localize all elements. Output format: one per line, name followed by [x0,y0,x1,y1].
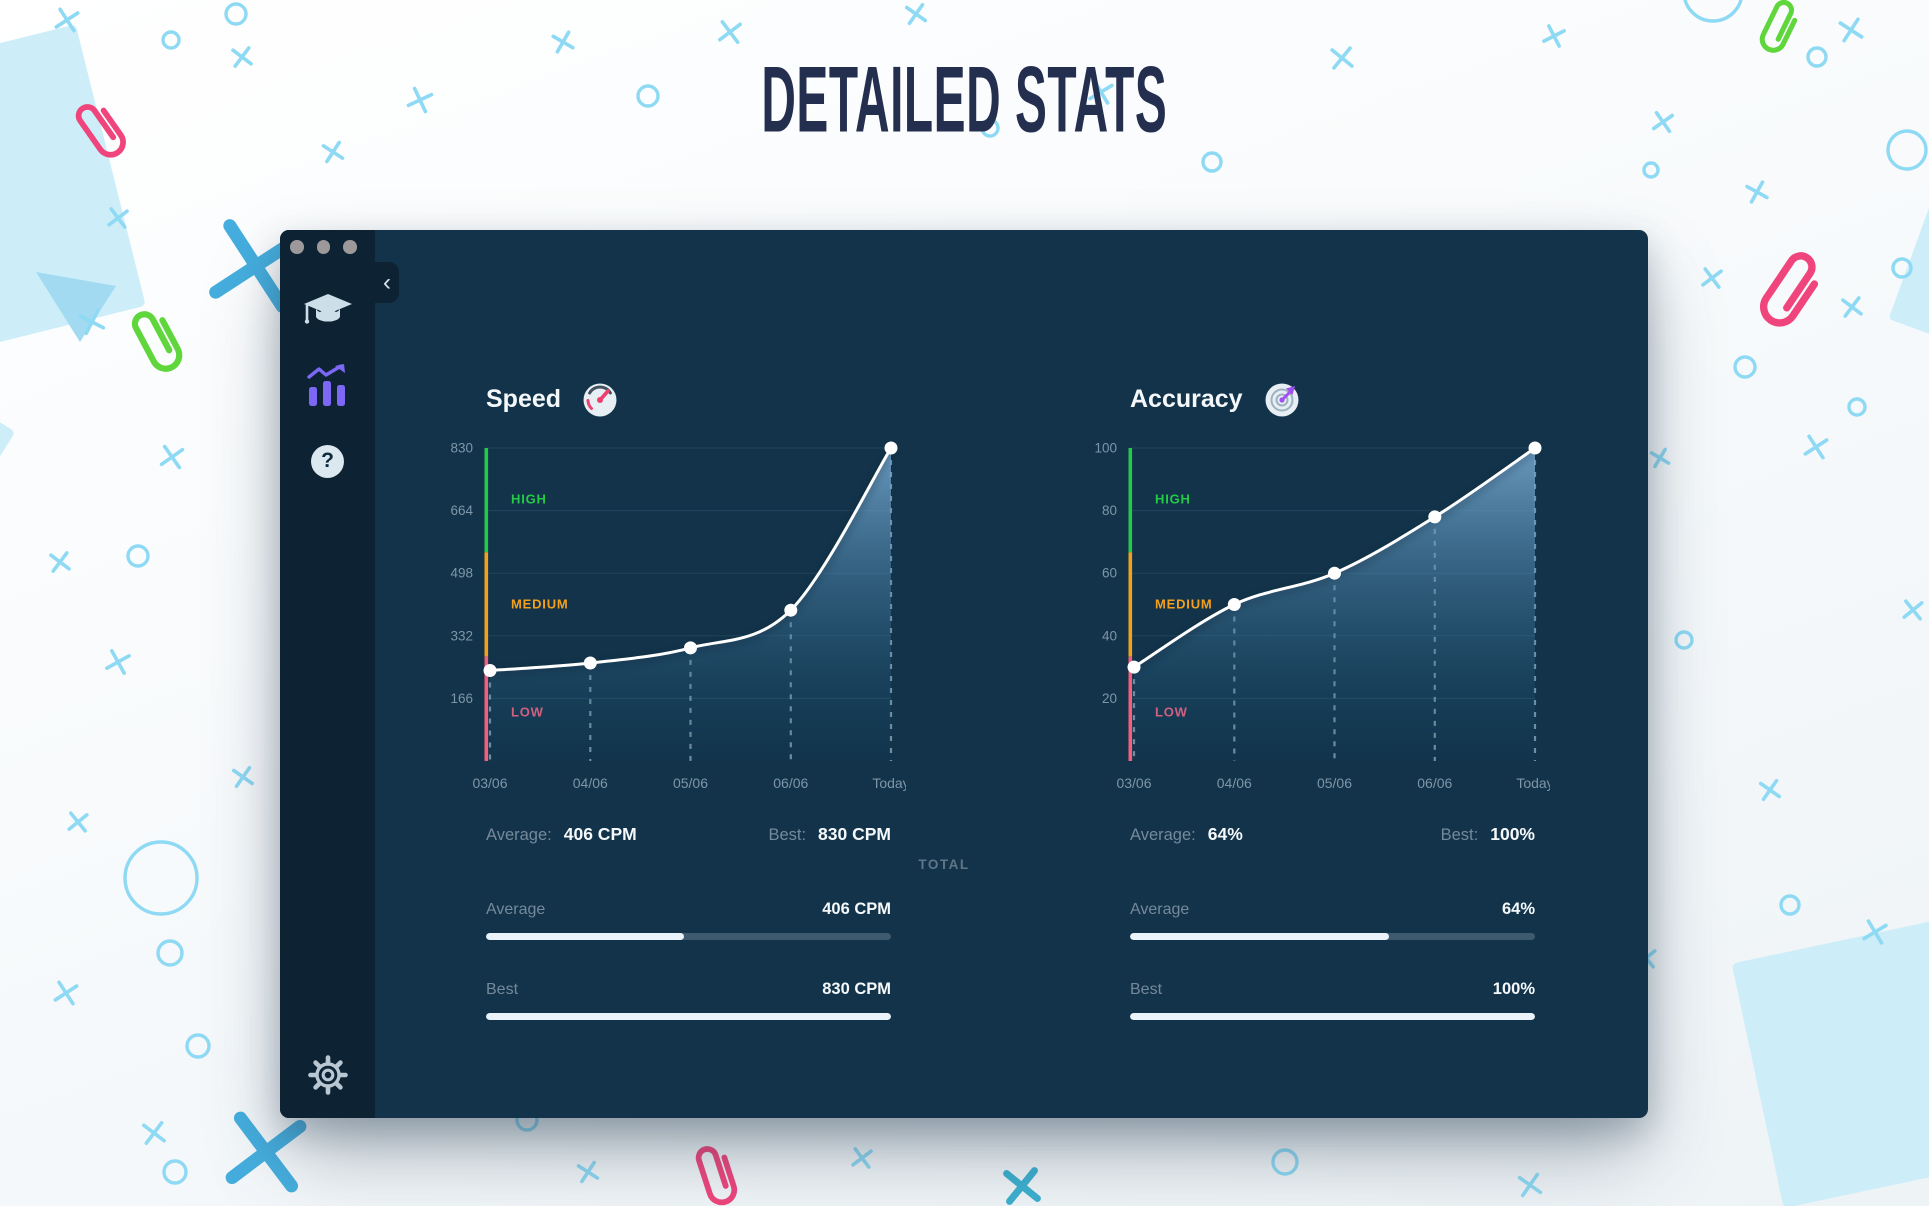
svg-text:830: 830 [450,441,473,456]
svg-text:80: 80 [1102,503,1117,518]
svg-text:40: 40 [1102,628,1117,643]
svg-text:166: 166 [450,691,473,706]
best-bar-label: Best [1130,981,1163,998]
svg-text:HIGH: HIGH [511,492,547,507]
sidebar: ? [280,230,375,1118]
average-bar-value: 64% [1501,900,1535,918]
average-progress-bar [486,933,891,940]
svg-text:Today: Today [872,775,906,791]
page-title: DETAILED STATS [761,47,1168,153]
gear-icon [307,1055,348,1095]
sticky-note-fold [36,272,116,342]
paperclip-icon [695,1146,738,1206]
sidebar-item-stats[interactable] [280,364,375,408]
speedometer-icon [583,383,617,417]
speed-total-bars: Average 406 CPM Best 830 CPM [486,900,891,1020]
sidebar-item-lessons[interactable] [280,290,375,332]
graduation-cap-icon [303,294,352,324]
traffic-light-minimize[interactable] [316,240,330,254]
average-progress-bar [1130,933,1535,940]
speed-title: Speed [486,384,562,413]
best-value: 100% [1490,824,1535,844]
sidebar-item-settings[interactable] [280,1053,375,1097]
svg-text:MEDIUM: MEDIUM [511,597,569,612]
svg-text:498: 498 [450,566,473,581]
accuracy-panel-title: Accuracy [1130,380,1301,418]
best-bar-value: 100% [1492,980,1535,998]
sticky-note [0,306,14,634]
svg-text:MEDIUM: MEDIUM [1155,597,1213,612]
average-value: 406 CPM [563,824,637,844]
average-bar-label: Average [486,901,546,918]
paperclip-icon [1760,252,1819,327]
confetti-x [1003,1167,1041,1205]
svg-text:20: 20 [1102,691,1117,706]
total-label: TOTAL [918,857,970,872]
svg-text:04/06: 04/06 [573,775,608,791]
stats-chart-icon [306,364,345,406]
best-progress-bar [486,1013,891,1020]
svg-text:04/06: 04/06 [1217,775,1252,791]
average-value: 64% [1207,824,1243,844]
svg-text:100: 100 [1094,441,1117,456]
speed-chart: 830664498332166HIGHMEDIUMLOW03/0604/0605… [450,441,906,792]
svg-text:03/06: 03/06 [1116,775,1151,791]
page-title-row: DETAILED STATS [0,48,1929,153]
svg-text:332: 332 [450,628,473,643]
accuracy-summary: Average: 64% Best: 100% [1130,824,1535,845]
best-label: Best: [768,826,807,844]
paperclip-icon [75,104,126,158]
paperclip-icon [131,311,183,372]
traffic-light-zoom[interactable] [343,240,357,254]
average-label: Average: [1130,826,1196,844]
sticky-note [1732,912,1929,1206]
svg-text:HIGH: HIGH [1155,492,1191,507]
svg-text:05/06: 05/06 [673,775,708,791]
back-button[interactable]: ‹ [375,262,399,303]
target-icon [1265,383,1299,417]
app-window: ? ‹ Speed 830 664 498 332 1 [280,230,1648,1118]
question-mark-icon: ? [311,444,344,478]
average-label: Average: [486,826,552,844]
accuracy-chart: 10080604020HIGHMEDIUMLOW03/0604/0605/060… [1094,441,1550,792]
svg-text:03/06: 03/06 [472,775,507,791]
svg-text:664: 664 [450,503,473,518]
average-bar-value: 406 CPM [822,900,891,918]
best-progress-bar [1130,1013,1535,1020]
svg-text:Today: Today [1516,775,1550,791]
sticky-note [1889,203,1929,361]
sidebar-item-help[interactable]: ? [280,443,375,479]
best-value: 830 CPM [818,824,891,844]
best-bar-label: Best [486,981,519,998]
bold-x [225,1111,307,1193]
svg-text:05/06: 05/06 [1317,775,1352,791]
confetti-x [54,7,80,33]
traffic-lights [290,240,357,254]
accuracy-total-bars: Average 64% Best 100% [1130,900,1535,1020]
average-bar-label: Average [1130,901,1190,918]
best-bar-value: 830 CPM [822,980,891,998]
svg-text:06/06: 06/06 [773,775,808,791]
paperclip-icon [1759,0,1798,53]
chevron-left-icon: ‹ [383,268,391,296]
speed-panel-title: Speed [486,380,619,418]
speed-summary: Average: 406 CPM Best: 830 CPM [486,824,891,845]
best-label: Best: [1440,826,1479,844]
svg-text:60: 60 [1102,566,1117,581]
accuracy-title: Accuracy [1130,384,1243,413]
traffic-light-close[interactable] [290,240,304,254]
svg-text:06/06: 06/06 [1417,775,1452,791]
